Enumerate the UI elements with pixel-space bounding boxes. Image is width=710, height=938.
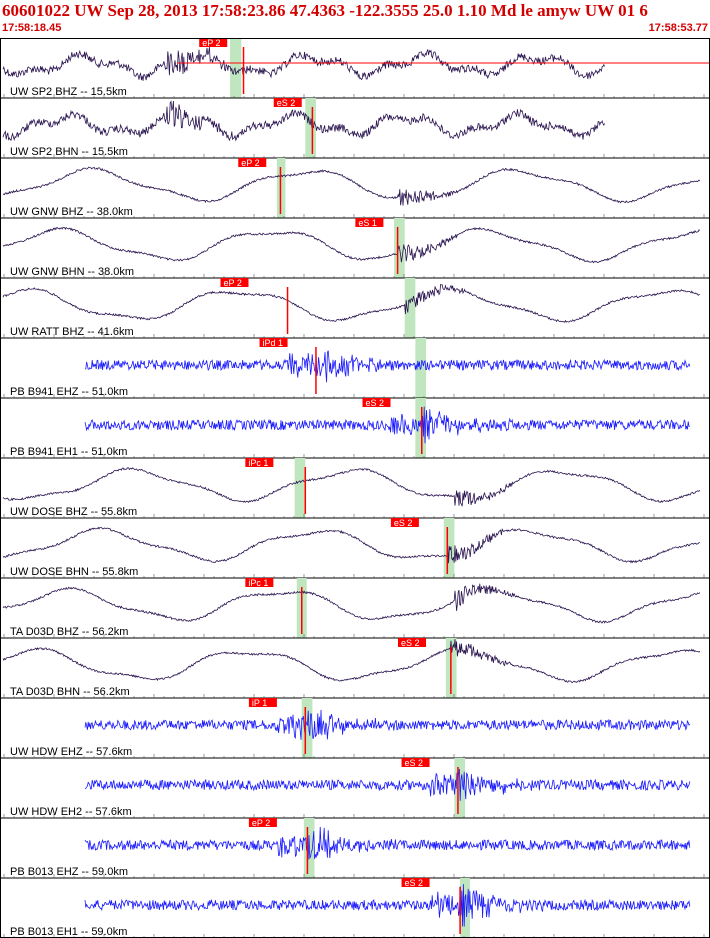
channel-row[interactable]: iP 1 UW HDW EHZ -- 57.6km	[0, 698, 710, 759]
seismogram-panel[interactable]: eP 2 UW SP2 BHZ -- 15.5km eS 2 UW SP2 BHN -…	[0, 38, 710, 938]
pick-flag[interactable]	[398, 638, 426, 647]
waveform-trace	[84, 350, 691, 383]
channel-label: PB B013 EH1 -- 59.0km	[10, 926, 127, 938]
pick-flag[interactable]	[390, 518, 419, 527]
waveform-trace	[84, 709, 691, 740]
channel-label: UW HDW EHZ -- 57.6km	[10, 746, 132, 758]
channel-row[interactable]: eS 2 UW HDW EH2 -- 57.6km	[0, 758, 710, 819]
waveform-trace	[2, 47, 605, 81]
channel-row[interactable]: eS 1 UW GNW BHN -- 38.0km	[0, 218, 710, 279]
pick-label: eP 2	[252, 818, 270, 828]
pick-flag[interactable]	[355, 218, 384, 227]
pick-label: eS 1	[358, 218, 377, 228]
waveform-trace	[2, 639, 701, 683]
channel-label: PB B941 EHZ -- 51.0km	[10, 386, 128, 398]
pick-label: eP 2	[224, 278, 242, 288]
pick-window	[404, 278, 416, 338]
pick-label: eP 2	[241, 158, 259, 168]
channel-row[interactable]: eP 2 PB B013 EHZ -- 59.0km	[0, 818, 710, 879]
pick-window	[294, 458, 306, 518]
pick-window	[415, 398, 426, 458]
pick-label: eS 2	[394, 518, 413, 528]
pick-label: iP 1	[252, 698, 267, 708]
pick-flag[interactable]	[401, 758, 430, 767]
pick-label: iPc 1	[248, 578, 268, 588]
channel-label: UW RATT BHZ -- 41.6km	[10, 326, 134, 338]
channel-label: PB B013 EHZ -- 59.0km	[10, 866, 128, 878]
channel-label: TA D03D BHZ -- 56.2km	[10, 626, 128, 638]
pick-flag[interactable]	[248, 818, 277, 827]
waveform-trace	[84, 768, 691, 801]
channel-row[interactable]: eS 2 UW SP2 BHN -- 15.5km	[0, 98, 710, 159]
channel-row[interactable]: eS 2 TA D03D BHN -- 56.2km	[0, 638, 710, 699]
waveform-trace	[2, 166, 701, 206]
channel-row[interactable]: eS 2 UW DOSE BHN -- 55.8km	[0, 518, 710, 579]
pick-flag[interactable]	[220, 278, 249, 287]
pick-label: iPc 1	[248, 458, 268, 468]
waveform-trace	[84, 884, 691, 927]
pick-label: eS 2	[405, 878, 424, 888]
pick-flag[interactable]	[245, 458, 274, 467]
channel-row[interactable]: eS 2 PB B941 EH1 -- 51.0km	[0, 398, 710, 459]
pick-label: eS 2	[277, 98, 296, 108]
pick-window	[305, 98, 316, 158]
channel-label: TA D03D BHN -- 56.2km	[10, 686, 130, 698]
channel-label: UW SP2 BHN -- 15.5km	[10, 146, 128, 158]
waveform-trace	[2, 283, 700, 323]
pick-flag[interactable]	[401, 878, 430, 887]
channel-label: UW DOSE BHZ -- 55.8km	[10, 506, 137, 518]
start-time: 17:58:18.45	[2, 22, 62, 34]
channel-label: UW GNW BHZ -- 38.0km	[10, 206, 133, 218]
waveform-trace	[2, 583, 701, 624]
channel-row[interactable]: eP 2 UW RATT BHZ -- 41.6km	[0, 278, 710, 339]
channel-row[interactable]: iPc 1 TA D03D BHZ -- 56.2km	[0, 578, 710, 639]
channel-row[interactable]: eP 2 UW GNW BHZ -- 38.0km	[0, 158, 710, 219]
channel-label: UW HDW EH2 -- 57.6km	[10, 806, 132, 818]
panel-border	[0, 38, 710, 938]
channel-label: UW GNW BHN -- 38.0km	[10, 266, 134, 278]
pick-label: eS 2	[401, 638, 420, 648]
pick-flag[interactable]	[259, 338, 288, 347]
channel-label: PB B941 EH1 -- 51.0km	[10, 446, 127, 458]
waveform-trace	[2, 226, 701, 264]
pick-window	[230, 38, 242, 98]
channel-row[interactable]: iPc 1 UW DOSE BHZ -- 55.8km	[0, 458, 710, 519]
waveform-trace	[2, 100, 605, 142]
waveform-trace	[84, 826, 691, 860]
pick-label: iPd 1	[263, 338, 284, 348]
waveform-trace	[84, 406, 690, 444]
channel-label: UW DOSE BHN -- 55.8km	[10, 566, 138, 578]
pick-flag[interactable]	[362, 398, 391, 407]
waveform-trace	[2, 467, 701, 507]
channel-row[interactable]: eS 2 PB B013 EH1 -- 59.0km	[0, 878, 710, 938]
pick-label: eS 2	[366, 398, 385, 408]
event-title: 60601022 UW Sep 28, 2013 17:58:23.86 47.…	[2, 1, 648, 20]
pick-window	[301, 698, 313, 758]
pick-flag[interactable]	[245, 578, 274, 587]
channel-label: UW SP2 BHZ -- 15.5km	[10, 86, 127, 98]
pick-flag[interactable]	[248, 698, 277, 707]
pick-flag[interactable]	[199, 38, 228, 47]
pick-flag[interactable]	[273, 98, 302, 107]
pick-label: eS 2	[405, 758, 424, 768]
waveform-trace	[2, 526, 700, 564]
seismogram-header: 60601022 UW Sep 28, 2013 17:58:23.86 47.…	[0, 0, 710, 38]
channel-row[interactable]: iPd 1 PB B941 EHZ -- 51.0km	[0, 338, 710, 399]
pick-flag[interactable]	[238, 158, 267, 167]
pick-label: eP 2	[202, 38, 220, 48]
end-time: 17:58:53.77	[648, 22, 708, 34]
channel-row[interactable]: eP 2 UW SP2 BHZ -- 15.5km	[0, 38, 710, 99]
